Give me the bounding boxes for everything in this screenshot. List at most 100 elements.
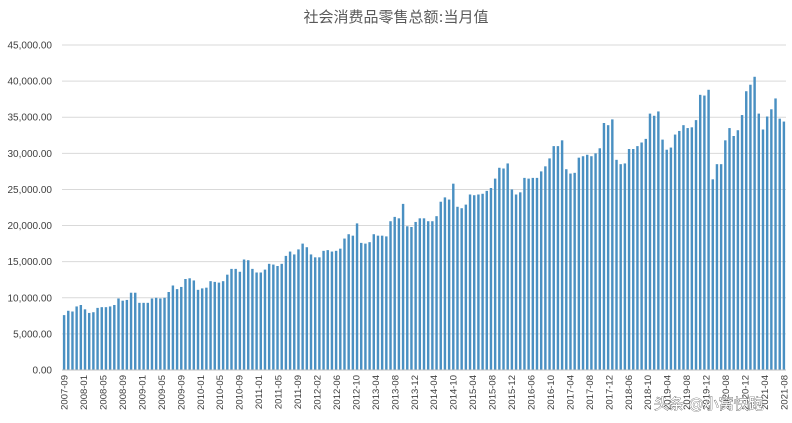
bar [602,123,606,370]
bar [150,298,154,370]
bar [87,312,91,370]
x-tick-label: 2012-10 [351,375,362,410]
bar [707,89,710,370]
bar [154,297,158,370]
x-tick-label: 2019-12 [702,375,713,410]
bar [761,129,765,370]
bar [242,259,246,370]
bar [732,136,735,370]
x-tick-label: 2013-04 [371,375,382,410]
x-tick-label: 2017-08 [585,375,596,410]
bar [247,260,250,370]
bar [343,238,346,370]
bar [234,268,237,370]
bar [523,177,526,370]
bar [669,147,673,370]
bar [531,177,535,370]
bar [238,271,242,370]
x-tick-label: 2008-09 [118,375,129,410]
bar [556,146,560,370]
bar [113,305,116,370]
bar [519,192,522,370]
bar [180,286,183,370]
bar [489,188,493,370]
bar [632,149,635,370]
bar [418,218,422,370]
x-tick-label: 2013-12 [410,375,421,410]
bar [205,287,208,370]
y-tick-label: 40,000.00 [8,77,53,88]
bar [573,172,576,370]
bar [661,139,664,370]
x-tick-label: 2010-01 [196,375,207,410]
bar [594,153,597,370]
bar [280,263,283,370]
bar [213,281,216,370]
bar [565,169,568,370]
x-tick-label: 2021-08 [779,375,790,410]
bar [313,257,317,370]
bar [539,171,543,370]
bar [627,149,631,370]
bar [728,128,731,370]
bar [590,156,593,370]
x-tick-label: 2011-09 [293,375,304,409]
bar [619,164,622,370]
x-tick-label: 2009-09 [176,375,187,410]
bar [690,127,694,370]
bar [623,163,627,370]
bar [393,216,396,370]
bar [510,189,514,370]
bar [217,282,221,370]
x-axis-tick-labels: 2007-09 2008-01 2008-05 2008-09 2009-01 2009-… [60,375,791,410]
bar [284,255,288,370]
bar [108,306,112,370]
bar [401,203,405,370]
x-tick-label: 2017-12 [604,375,615,410]
bar [138,302,141,370]
y-axis-tick-labels: 0.00 5,000.00 10,000.00 15,000.00 20,000.00 2… [8,41,53,377]
x-tick-label: 2016-06 [527,375,538,410]
x-tick-label: 2008-01 [79,375,90,410]
x-tick-label: 2009-05 [157,375,168,410]
bar [376,235,380,370]
bar [439,201,442,370]
x-tick-label: 2010-09 [235,375,246,410]
bar [606,125,610,370]
bar [318,257,321,370]
bar [259,272,262,370]
bar [92,312,95,370]
bar [468,194,472,370]
bar [615,159,618,370]
x-tick-label: 2015-04 [468,375,479,410]
bar [598,148,601,370]
bars [62,76,786,371]
bar [410,227,413,370]
bar [255,272,258,370]
bar [104,307,108,370]
bar [322,250,325,370]
bar [184,279,187,370]
bar [422,218,426,370]
bar [611,119,614,370]
bar [263,269,267,370]
bar [351,235,355,370]
x-tick-label: 2011-01 [254,375,265,409]
bar [586,154,589,370]
bar [657,111,660,370]
x-tick-label: 2014-04 [429,375,440,410]
bar [498,167,501,370]
bar [167,292,170,370]
bar [75,306,78,370]
bar [711,179,714,370]
bar [753,76,756,370]
bar [665,149,668,370]
bar [502,168,505,370]
bar [527,178,530,370]
bar [698,94,702,370]
bar [782,121,786,370]
bar [765,116,769,370]
bar [774,98,777,370]
bar [330,251,334,370]
bar [485,190,488,370]
